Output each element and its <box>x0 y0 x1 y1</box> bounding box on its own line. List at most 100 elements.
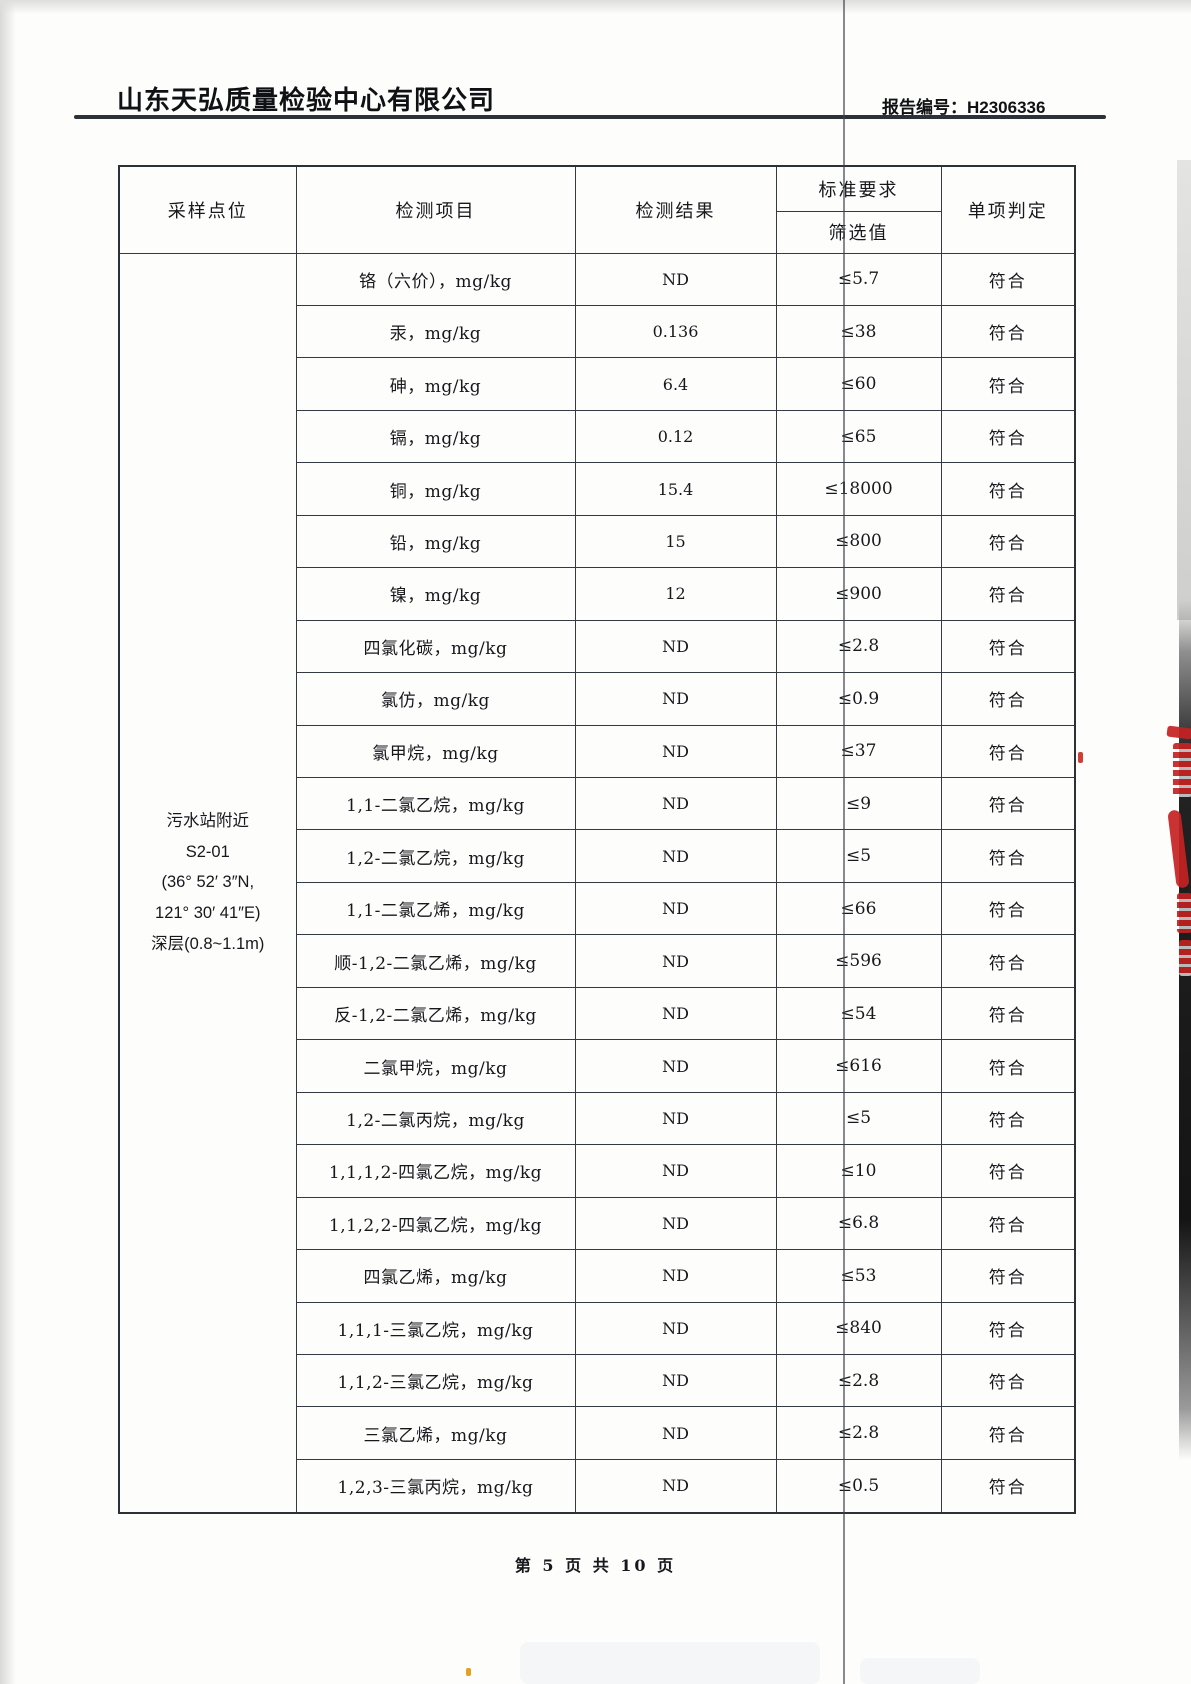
screening-value-cell: ≤10 <box>775 1144 942 1198</box>
sampling-point-line: S2-01 <box>185 842 230 861</box>
scan-top-edge-shading <box>0 0 1191 14</box>
scan-left-edge-shading <box>0 0 16 1684</box>
judgment-cell: 符合 <box>940 829 1076 883</box>
result-cell: 15.4 <box>574 462 777 516</box>
table-row: 三氯乙烯，mg/kg ND ≤2.8 符合 <box>119 1406 1076 1460</box>
table-row: 铜，mg/kg 15.4 ≤18000 符合 <box>119 462 1076 516</box>
item-cell: 铬（六价），mg/kg <box>295 252 576 306</box>
screening-value-cell: ≤0.9 <box>775 672 942 726</box>
test-results-table: 采样点位 检测项目 检测结果 标准要求 单项判定 筛选值 污水站附近 S2-01 (… <box>118 165 1076 1514</box>
item-cell: 铜，mg/kg <box>295 462 576 516</box>
table-header-row-1: 采样点位 检测项目 检测结果 标准要求 单项判定 <box>118 165 1076 254</box>
table-row: 汞，mg/kg 0.136 ≤38 符合 <box>119 304 1076 359</box>
screening-value-cell: ≤840 <box>775 1301 942 1356</box>
result-cell: ND <box>574 1144 777 1198</box>
sampling-point-cell: 污水站附近 S2-01 (36° 52′ 3″N, 121° 30′ 41″E) 深层(… <box>118 252 297 1514</box>
screening-value-cell: ≤0.5 <box>775 1458 942 1514</box>
item-cell: 1,1-二氯乙烷，mg/kg <box>295 777 576 831</box>
red-seal-fragment <box>1166 725 1191 740</box>
judgment-cell: 符合 <box>940 1406 1076 1460</box>
item-cell: 顺-1,2-二氯乙烯，mg/kg <box>295 934 576 988</box>
item-cell: 1,1,2-三氯乙烷，mg/kg <box>295 1354 576 1408</box>
screening-value-cell: ≤66 <box>775 881 942 936</box>
result-cell: 12 <box>574 567 777 621</box>
judgment-cell: 符合 <box>940 1354 1076 1408</box>
results-tbody: 污水站附近 S2-01 (36° 52′ 3″N, 121° 30′ 41″E) 深层(… <box>118 252 1076 1514</box>
screening-value-cell: ≤2.8 <box>775 1354 942 1408</box>
sampling-point-line: 污水站附近 <box>166 812 250 831</box>
judgment-cell: 符合 <box>940 1301 1076 1356</box>
item-cell: 镉，mg/kg <box>295 409 576 464</box>
item-cell: 1,2-二氯乙烷，mg/kg <box>295 829 576 883</box>
judgment-cell: 符合 <box>940 1196 1076 1251</box>
red-seal-fragment <box>1177 893 1191 933</box>
item-cell: 四氯乙烯，mg/kg <box>295 1249 576 1303</box>
judgment-cell: 符合 <box>940 1091 1076 1146</box>
col-header-result: 检测结果 <box>574 165 777 254</box>
sampling-point-line: 121° 30′ 41″E) <box>155 904 261 922</box>
table-row: 四氯化碳，mg/kg ND ≤2.8 符合 <box>119 619 1076 674</box>
item-cell: 镍，mg/kg <box>295 567 576 621</box>
screening-value-cell: ≤18000 <box>775 462 942 516</box>
judgment-cell: 符合 <box>940 777 1076 831</box>
scan-speck <box>466 1668 471 1676</box>
result-cell: ND <box>574 252 777 306</box>
result-cell: ND <box>574 986 777 1041</box>
item-cell: 1,2-二氯丙烷，mg/kg <box>295 1091 576 1146</box>
red-seal-speck <box>1078 752 1083 763</box>
header-divider-line <box>74 115 1106 119</box>
screening-value-cell: ≤5.7 <box>775 252 942 306</box>
table-row: 污水站附近 S2-01 (36° 52′ 3″N, 121° 30′ 41″E) 深层(… <box>118 252 1076 1514</box>
sampling-point-line: (36° 52′ 3″N, <box>161 873 255 892</box>
table-row: 镉，mg/kg 0.12 ≤65 符合 <box>119 409 1076 464</box>
item-cell: 1,1,2,2-四氯乙烷，mg/kg <box>295 1196 576 1251</box>
result-cell: 0.12 <box>574 409 777 464</box>
item-cell: 铅，mg/kg <box>295 514 576 569</box>
item-cell: 1,1,1-三氯乙烷，mg/kg <box>295 1301 576 1356</box>
judgment-cell: 符合 <box>940 672 1076 726</box>
judgment-cell: 符合 <box>940 1249 1076 1303</box>
result-cell: ND <box>574 1406 777 1460</box>
screening-value-cell: ≤65 <box>775 409 942 464</box>
item-cell: 汞，mg/kg <box>295 304 576 359</box>
scan-bottom-smudge <box>520 1642 820 1684</box>
judgment-cell: 符合 <box>940 304 1076 359</box>
item-cell: 砷，mg/kg <box>295 357 576 411</box>
result-cell: ND <box>574 1301 777 1356</box>
col-header-sampling-point: 采样点位 <box>118 165 297 254</box>
judgment-cell: 符合 <box>940 881 1076 936</box>
scan-right-edge-shading <box>1177 160 1191 620</box>
item-cell: 氯仿，mg/kg <box>295 672 576 726</box>
table-row: 氯甲烷，mg/kg ND ≤37 符合 <box>119 724 1076 779</box>
screening-value-cell: ≤900 <box>775 567 942 621</box>
result-cell: 0.136 <box>574 304 777 359</box>
screening-value-cell: ≤9 <box>775 777 942 831</box>
result-cell: ND <box>574 724 777 779</box>
result-cell: ND <box>574 619 777 674</box>
table-row: 1,1,2,2-四氯乙烷，mg/kg ND ≤6.8 符合 <box>119 1196 1076 1251</box>
judgment-cell: 符合 <box>940 619 1076 674</box>
table-row: 1,1,1,2-四氯乙烷，mg/kg ND ≤10 符合 <box>119 1144 1076 1198</box>
table-row: 四氯乙烯，mg/kg ND ≤53 符合 <box>119 1249 1076 1303</box>
result-cell: ND <box>574 1249 777 1303</box>
table-row: 氯仿，mg/kg ND ≤0.9 符合 <box>119 672 1076 726</box>
col-header-screening-value: 筛选值 <box>775 210 942 254</box>
screening-value-cell: ≤596 <box>775 934 942 988</box>
page-number: 第 5 页 共 10 页 <box>514 1556 677 1575</box>
judgment-cell: 符合 <box>940 462 1076 516</box>
report-number-label: 报告编号： <box>882 98 967 117</box>
judgment-cell: 符合 <box>940 409 1076 464</box>
item-cell: 二氯甲烷，mg/kg <box>295 1039 576 1093</box>
screening-value-cell: ≤60 <box>775 357 942 411</box>
col-header-standard-requirement: 标准要求 <box>775 165 942 212</box>
table-row: 1,2-二氯丙烷，mg/kg ND ≤5 符合 <box>119 1091 1076 1146</box>
judgment-cell: 符合 <box>940 252 1076 306</box>
result-cell: 15 <box>574 514 777 569</box>
result-cell: 6.4 <box>574 357 777 411</box>
result-cell: ND <box>574 881 777 936</box>
screening-value-cell: ≤5 <box>775 1091 942 1146</box>
screening-value-cell: ≤616 <box>775 1039 942 1093</box>
col-header-judgment: 单项判定 <box>940 165 1076 254</box>
judgment-cell: 符合 <box>940 934 1076 988</box>
